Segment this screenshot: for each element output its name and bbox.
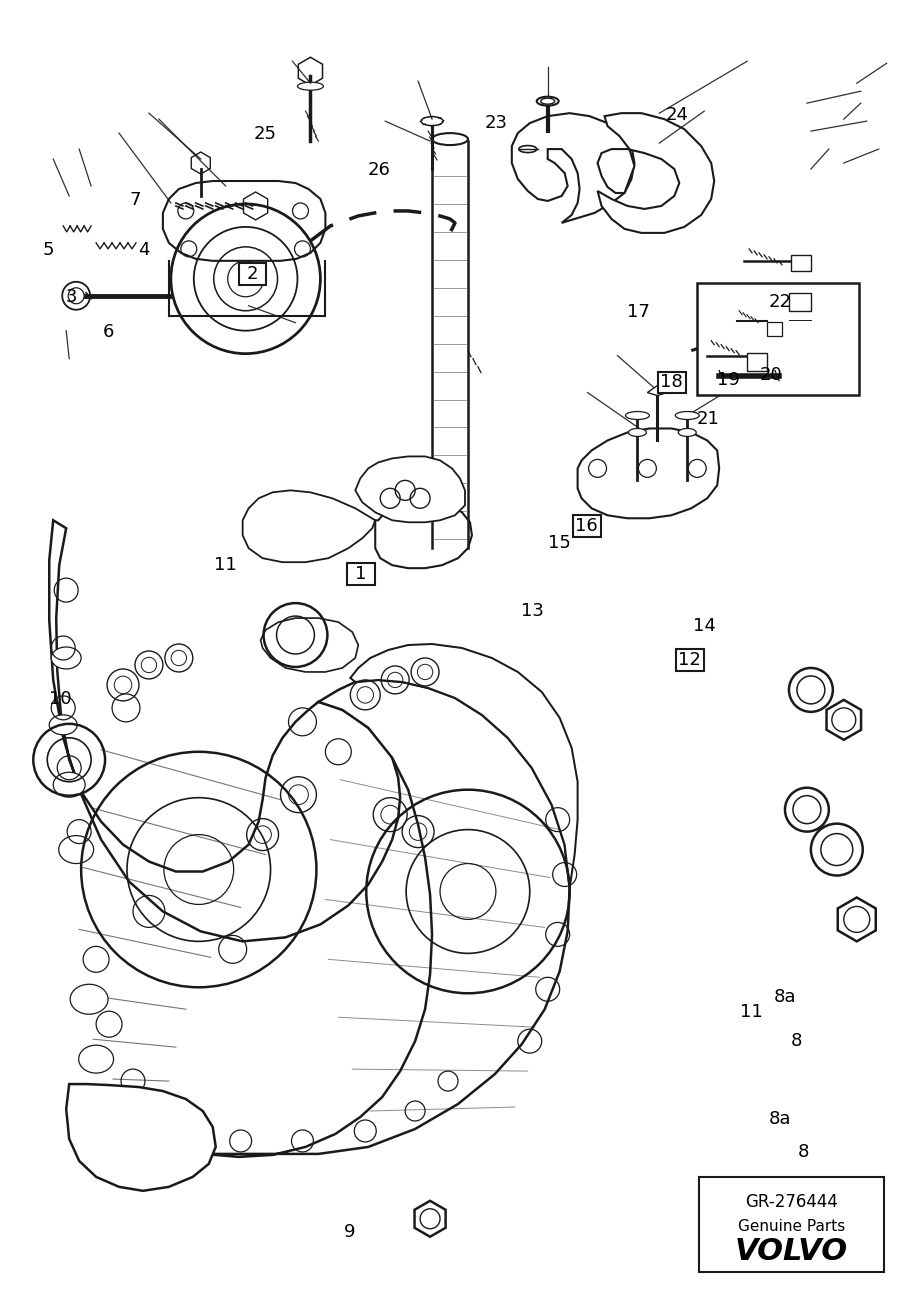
Text: 23: 23 <box>485 114 508 132</box>
Text: VOLVO: VOLVO <box>735 1237 848 1267</box>
Polygon shape <box>203 679 570 1157</box>
Polygon shape <box>512 113 634 223</box>
Text: 13: 13 <box>521 601 544 620</box>
Polygon shape <box>355 456 465 522</box>
Ellipse shape <box>432 132 468 145</box>
Ellipse shape <box>519 145 536 152</box>
Polygon shape <box>598 113 714 233</box>
Ellipse shape <box>536 96 559 105</box>
Text: 20: 20 <box>759 366 782 383</box>
Text: 1: 1 <box>355 565 367 583</box>
Text: 18: 18 <box>660 374 683 391</box>
Text: 5: 5 <box>43 242 54 260</box>
Text: 6: 6 <box>102 323 113 340</box>
Ellipse shape <box>49 714 77 735</box>
Bar <box>789 292 811 310</box>
Ellipse shape <box>421 117 443 126</box>
Ellipse shape <box>629 429 646 436</box>
Text: 22: 22 <box>768 294 792 312</box>
Text: 8a: 8a <box>774 987 796 1005</box>
Bar <box>747 352 767 370</box>
Polygon shape <box>66 1085 216 1191</box>
Text: 24: 24 <box>666 107 689 125</box>
Ellipse shape <box>79 1046 113 1073</box>
Text: 19: 19 <box>717 372 740 388</box>
Polygon shape <box>163 181 325 261</box>
Polygon shape <box>648 386 668 395</box>
Text: 8: 8 <box>791 1031 802 1050</box>
Bar <box>791 255 811 270</box>
Ellipse shape <box>679 429 696 436</box>
Text: 17: 17 <box>627 304 650 321</box>
Ellipse shape <box>53 772 85 798</box>
Polygon shape <box>578 429 719 518</box>
Ellipse shape <box>100 1096 132 1121</box>
Text: 26: 26 <box>368 161 390 179</box>
Ellipse shape <box>52 647 82 669</box>
Ellipse shape <box>675 412 699 420</box>
Ellipse shape <box>297 82 323 90</box>
Text: 15: 15 <box>548 534 571 552</box>
Text: 3: 3 <box>66 288 78 307</box>
Bar <box>238 262 266 284</box>
Bar <box>658 372 686 394</box>
Text: 21: 21 <box>697 409 719 427</box>
Ellipse shape <box>70 985 108 1015</box>
Text: 8a: 8a <box>768 1109 791 1128</box>
Text: 11: 11 <box>214 556 236 574</box>
Polygon shape <box>243 490 375 562</box>
Ellipse shape <box>541 99 554 104</box>
Polygon shape <box>351 644 578 887</box>
Ellipse shape <box>59 835 93 864</box>
Text: 14: 14 <box>693 617 716 635</box>
Text: 12: 12 <box>679 651 701 669</box>
Polygon shape <box>261 618 358 672</box>
Bar <box>767 322 782 335</box>
Text: 9: 9 <box>343 1222 355 1241</box>
Text: 8: 8 <box>798 1143 809 1161</box>
Bar <box>573 516 601 538</box>
Bar <box>698 283 859 395</box>
Text: 11: 11 <box>739 1003 763 1021</box>
Polygon shape <box>375 503 472 568</box>
Text: 4: 4 <box>139 242 149 260</box>
Text: 16: 16 <box>575 517 598 535</box>
Bar <box>699 1177 883 1272</box>
Text: 2: 2 <box>246 265 258 283</box>
Polygon shape <box>49 521 400 942</box>
Text: Genuine Parts: Genuine Parts <box>737 1220 845 1234</box>
Text: 10: 10 <box>49 690 72 708</box>
Bar <box>347 564 375 586</box>
Text: GR-276444: GR-276444 <box>745 1192 838 1211</box>
Text: 7: 7 <box>130 191 140 209</box>
Ellipse shape <box>625 412 650 420</box>
Text: 25: 25 <box>254 125 276 143</box>
Bar <box>676 650 704 670</box>
